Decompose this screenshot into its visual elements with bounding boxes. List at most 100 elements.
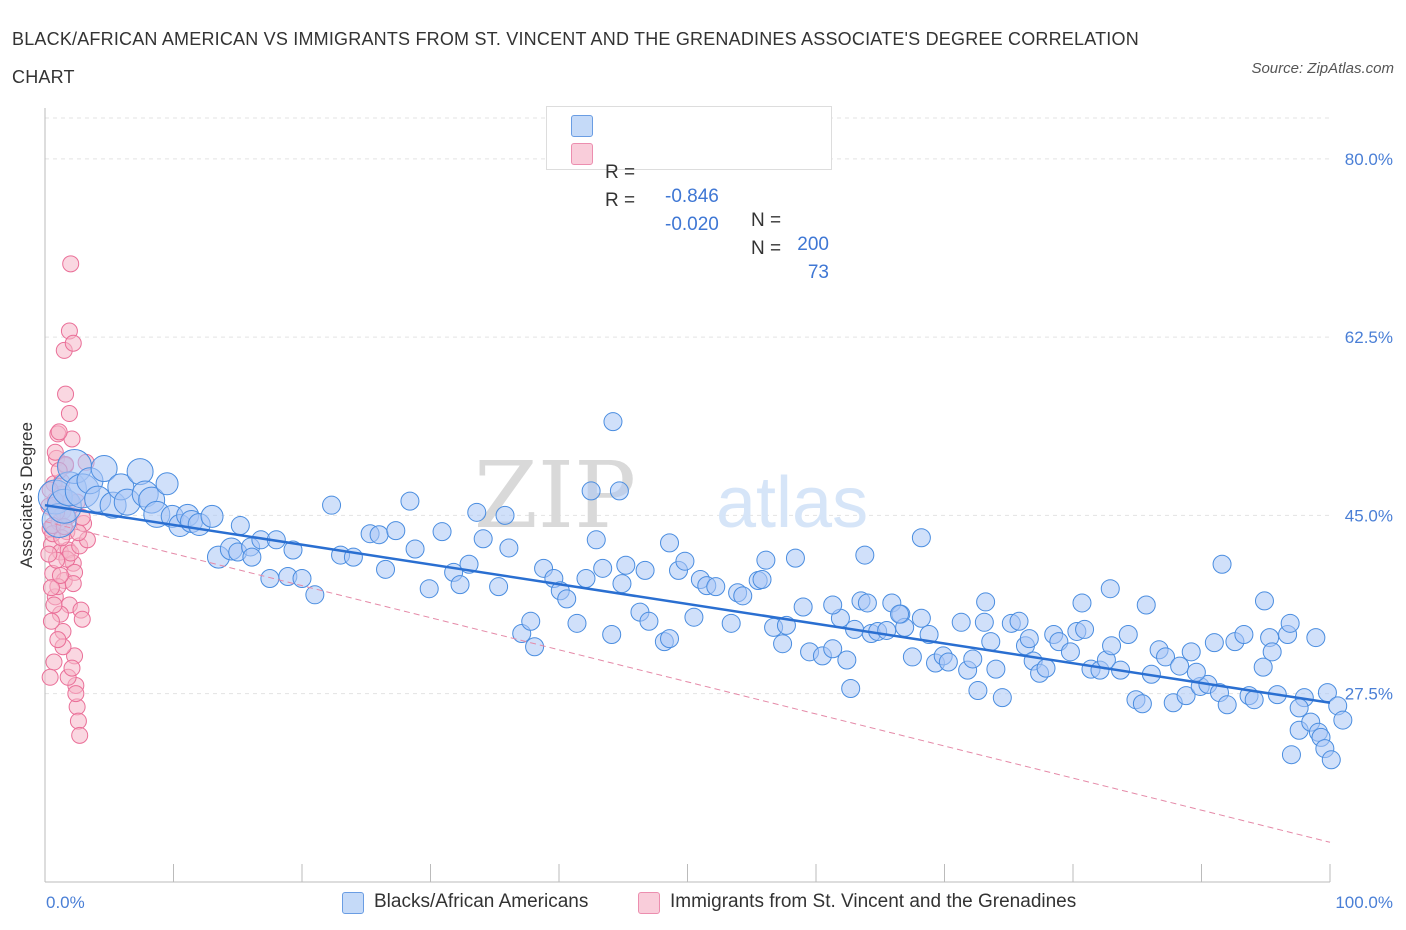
y-axis-label: Associate's Degree <box>17 422 36 568</box>
watermark-zip: ZIP <box>474 442 636 549</box>
data-point <box>42 612 60 630</box>
data-point <box>911 528 931 548</box>
data-point <box>586 530 606 550</box>
data-point <box>1262 642 1282 662</box>
legend-n-value: 73 <box>807 262 829 283</box>
data-point <box>63 659 81 677</box>
data-point <box>386 521 406 541</box>
y-tick-label: 80.0% <box>1345 150 1393 169</box>
data-point <box>992 688 1012 708</box>
legend-label-blacks: Blacks/African Americans <box>374 891 589 912</box>
legend-r-value: -0.846 <box>665 186 719 207</box>
trendlines <box>44 503 1331 843</box>
data-point <box>823 595 843 615</box>
data-point <box>837 650 857 670</box>
data-point <box>823 639 843 659</box>
data-point <box>1244 690 1264 710</box>
x-tick-labels: 0.0% 100.0% <box>46 893 1393 912</box>
series-blue-points <box>37 412 1353 770</box>
data-point <box>45 596 63 614</box>
x-tick-label: 100.0% <box>1335 893 1393 912</box>
data-point <box>292 569 312 589</box>
data-point <box>467 502 487 522</box>
data-point <box>733 586 753 606</box>
data-point <box>42 579 60 597</box>
data-point <box>1156 647 1176 667</box>
data-point <box>71 726 89 744</box>
x-tick-label: 0.0% <box>46 893 85 912</box>
data-point <box>1181 642 1201 662</box>
data-point <box>1217 695 1237 715</box>
data-point <box>721 613 741 633</box>
legend-label-immigrants: Immigrants from St. Vincent and the Gren… <box>670 891 1077 912</box>
data-point <box>1176 686 1196 706</box>
y-tick-labels: 27.5% 45.0% 62.5% 80.0% <box>1345 150 1393 704</box>
data-point <box>855 545 875 565</box>
data-point <box>981 632 1001 652</box>
data-point <box>857 593 877 613</box>
legend-swatch-blue <box>342 892 364 914</box>
legend-n-value: 200 <box>797 234 829 255</box>
data-point <box>69 712 87 730</box>
data-point <box>1321 750 1341 770</box>
data-point <box>902 647 922 667</box>
data-point <box>50 423 68 441</box>
data-point <box>369 525 389 545</box>
data-point <box>1254 591 1274 611</box>
data-point <box>57 385 75 403</box>
legend-r-value: -0.020 <box>665 214 719 235</box>
data-point <box>60 405 78 423</box>
data-point <box>283 540 303 560</box>
legend-swatch-pink <box>638 892 660 914</box>
data-point <box>41 668 59 686</box>
data-point <box>951 612 971 632</box>
data-point <box>1289 698 1309 718</box>
data-point <box>67 685 85 703</box>
data-point <box>1253 657 1273 677</box>
data-point <box>773 634 793 654</box>
data-point <box>1100 579 1120 599</box>
data-point <box>155 472 179 496</box>
data-point <box>576 569 596 589</box>
legend-row-pink: R = -0.020 N = 73 <box>571 141 829 283</box>
data-point <box>616 555 636 575</box>
data-point <box>1186 662 1206 682</box>
data-point <box>1333 710 1353 730</box>
correlation-legend: R = -0.846 N = 200 R = -0.020 N = 73 <box>546 106 832 283</box>
data-point <box>450 575 470 595</box>
data-point <box>785 548 805 568</box>
data-point <box>64 334 82 352</box>
chart-source: Source: ZipAtlas.com <box>1251 60 1394 77</box>
y-tick-label: 62.5% <box>1345 328 1393 347</box>
y-tick-label: 45.0% <box>1345 506 1393 525</box>
watermark-atlas: atlas <box>716 463 868 543</box>
data-point <box>200 504 224 528</box>
data-point <box>841 679 861 698</box>
trendline-pink <box>44 520 1331 843</box>
data-point <box>242 547 262 567</box>
legend-r-label: R = <box>605 162 636 183</box>
data-point <box>1280 613 1300 633</box>
data-point <box>660 629 680 649</box>
data-point <box>1136 595 1156 615</box>
data-point <box>1102 636 1122 656</box>
data-point <box>1072 593 1092 613</box>
data-point <box>521 611 541 631</box>
data-point <box>603 412 623 432</box>
data-point <box>1281 745 1301 765</box>
data-point <box>63 430 81 448</box>
data-point <box>45 653 63 671</box>
data-point <box>660 533 680 553</box>
data-point <box>793 597 813 617</box>
legend-swatch-pink <box>571 143 593 165</box>
data-point <box>635 560 655 580</box>
legend-n-label: N = <box>751 238 782 259</box>
data-point <box>51 566 69 584</box>
data-point <box>126 458 154 486</box>
data-point <box>432 522 452 542</box>
data-point <box>752 570 772 590</box>
data-point <box>489 577 509 597</box>
data-point <box>938 652 958 672</box>
data-point <box>974 612 994 632</box>
